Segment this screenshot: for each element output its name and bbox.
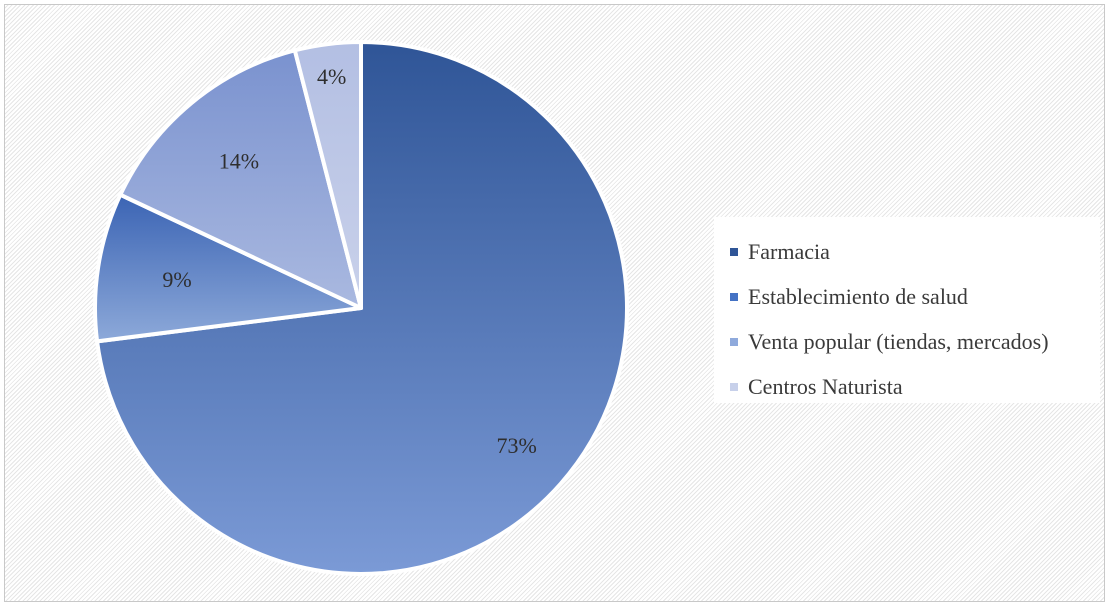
legend-item-venta-popular: Venta popular (tiendas, mercados) xyxy=(730,319,1100,364)
pie-slice-establecimiento xyxy=(93,192,363,344)
legend-item-centros-naturista: Centros Naturista xyxy=(730,364,1100,409)
legend-swatch xyxy=(730,337,738,346)
pie-slice-venta-popular xyxy=(118,48,363,310)
legend-item-farmacia: Farmacia xyxy=(730,229,1100,274)
legend-label: Centros Naturista xyxy=(748,373,903,399)
legend-swatch xyxy=(730,247,738,256)
legend: Farmacia Establecimiento de salud Venta … xyxy=(714,217,1100,403)
data-label-centros-naturista: 4% xyxy=(317,64,346,89)
pie-chart: 73% 9% 14% 4% xyxy=(93,40,629,576)
pie-slice-centros-naturista xyxy=(292,40,363,310)
legend-item-establecimiento: Establecimiento de salud xyxy=(730,274,1100,319)
data-label-farmacia: 73% xyxy=(496,433,536,458)
data-label-venta-popular: 14% xyxy=(219,148,259,173)
legend-label: Venta popular (tiendas, mercados) xyxy=(748,328,1049,354)
legend-swatch xyxy=(730,292,738,301)
legend-label: Establecimiento de salud xyxy=(748,283,968,309)
legend-swatch xyxy=(730,382,738,391)
chart-area: 73% 9% 14% 4% Farmacia Establecimiento de s… xyxy=(4,4,1105,602)
legend-label: Farmacia xyxy=(748,238,830,264)
data-label-establecimiento: 9% xyxy=(162,267,191,292)
